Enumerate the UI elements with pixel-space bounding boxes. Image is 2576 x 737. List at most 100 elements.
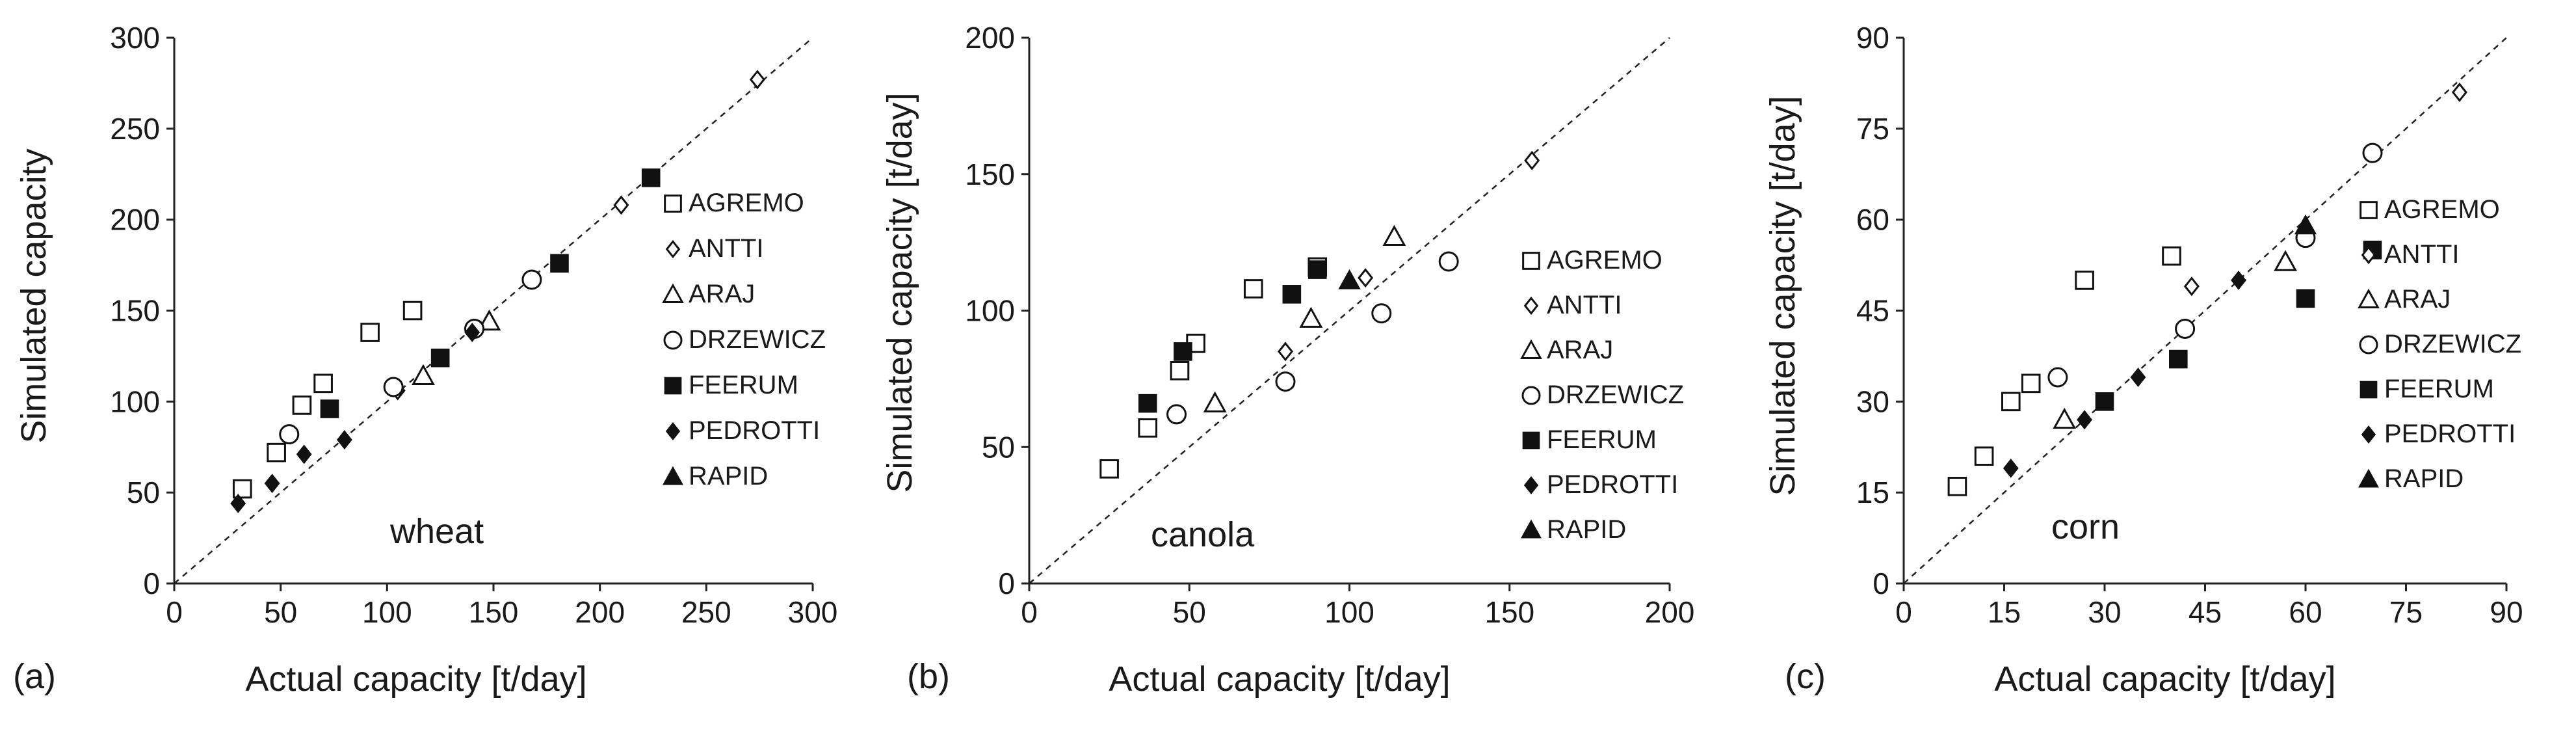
crop-label: canola [1151, 515, 1255, 554]
data-points [1947, 82, 2467, 496]
legend-marker-antti [2361, 245, 2376, 265]
data-point-agremo [1170, 360, 1190, 381]
x-tick-label: 50 [1173, 595, 1206, 629]
legend-label-drzewicz: DRZEWICZ [689, 325, 826, 354]
y-tick-label: 150 [965, 157, 1015, 191]
crop-label: corn [2051, 507, 2120, 546]
x-tick-label: 30 [2088, 595, 2121, 629]
data-points [1099, 150, 1540, 479]
legend-marker-drzewicz [663, 330, 683, 350]
legend-marker-rapid [1521, 519, 1542, 539]
legend-marker-drzewicz [2359, 335, 2378, 355]
data-point-antti [1277, 342, 1294, 362]
panel-corn: (c) Actual capacity [t/day] Simulated ca… [1763, 21, 2523, 699]
data-point-araj [2274, 250, 2298, 271]
reference-line-1to1 [1903, 37, 2507, 584]
legend-label-pedrotti: PEDROTTI [689, 416, 820, 445]
data-point-antti [2451, 82, 2467, 102]
crop-label: wheat [389, 512, 484, 551]
data-point-feerum [430, 348, 450, 368]
data-point-araj [477, 309, 501, 331]
x-axis-title: Actual capacity [t/day] [1109, 660, 1450, 699]
legend-marker-rapid [2358, 468, 2379, 488]
data-point-antti [1524, 150, 1540, 170]
data-point-agremo [232, 479, 252, 499]
data-point-araj [412, 364, 435, 385]
y-tick-label: 250 [110, 112, 160, 146]
y-tick-label: 100 [965, 294, 1015, 328]
data-point-feerum [1138, 394, 1157, 413]
x-tick-label: 0 [1021, 595, 1038, 629]
legend-label-agremo: AGREMO [1547, 246, 1663, 275]
data-point-agremo [2001, 392, 2021, 412]
data-point-feerum [550, 254, 569, 273]
legend-label-feerum: FEERUM [2384, 375, 2494, 403]
axes: 0 50 100 150 200 0 50 100 150 200 [965, 21, 1694, 629]
legend: AGREMO ANTTI ARAJ DRZEWICZ FEERUM PEDROTTI RAP… [2358, 195, 2521, 493]
legend-marker-agremo [2359, 201, 2378, 219]
y-tick-label: 75 [1856, 112, 1889, 146]
x-tick-label: 60 [2289, 595, 2322, 629]
legend-marker-agremo [1522, 252, 1540, 270]
x-tick-label: 45 [2188, 595, 2222, 629]
legend-label-rapid: RAPID [2384, 464, 2464, 493]
data-point-drzewicz [279, 424, 300, 445]
data-point-feerum [2095, 392, 2114, 411]
data-point-araj [1382, 224, 1406, 247]
data-point-agremo [2075, 271, 2094, 290]
legend-label-agremo: AGREMO [2384, 195, 2500, 224]
panel-wheat: (a) Actual capacity [t/day] Simulated ca… [13, 21, 837, 699]
data-point-pedrotti [2231, 270, 2246, 290]
data-point-feerum [320, 399, 339, 418]
y-tick-label: 50 [127, 476, 160, 509]
data-point-drzewicz [383, 377, 404, 397]
data-point-agremo [1243, 279, 1263, 299]
legend-label-feerum: FEERUM [689, 371, 798, 399]
y-tick-label: 150 [110, 294, 160, 328]
data-point-antti [1358, 268, 1374, 288]
legend-marker-feerum [664, 377, 682, 395]
x-tick-label: 150 [469, 595, 519, 629]
x-tick-label: 200 [1645, 595, 1695, 629]
x-tick-label: 0 [166, 595, 183, 629]
y-tick-label: 300 [110, 21, 160, 55]
legend-marker-rapid [663, 466, 683, 485]
x-tick-label: 100 [1324, 595, 1374, 629]
x-tick-label: 200 [575, 595, 625, 629]
data-point-drzewicz [1275, 371, 1296, 392]
y-axis-title: Simulated capacity [t/day] [880, 92, 919, 492]
legend-marker-agremo [664, 194, 682, 213]
y-tick-label: 0 [998, 567, 1015, 600]
data-point-agremo [1099, 459, 1119, 479]
legend-marker-araj [2358, 288, 2380, 308]
legend-label-antti: ANTTI [689, 234, 764, 263]
data-point-drzewicz [2175, 318, 2196, 339]
y-tick-label: 50 [982, 430, 1015, 464]
data-point-agremo [292, 395, 312, 415]
y-tick-label: 100 [110, 384, 160, 418]
data-point-drzewicz [1166, 404, 1187, 425]
x-tick-label: 250 [681, 595, 731, 629]
x-tick-label: 150 [1484, 595, 1534, 629]
legend-marker-pedrotti [665, 422, 681, 440]
axes: 0 15 30 45 60 75 90 0 15 30 45 60 75 90 [1856, 21, 2523, 629]
legend-marker-pedrotti [1523, 476, 1539, 494]
data-point-drzewicz [1371, 303, 1392, 324]
panel-label: (b) [907, 657, 950, 696]
x-tick-label: 50 [264, 595, 297, 629]
legend-label-araj: ARAJ [2384, 285, 2451, 314]
data-point-feerum [641, 168, 661, 187]
data-point-agremo [402, 301, 423, 321]
y-tick-label: 200 [110, 203, 160, 237]
axes: 0 50 100 150 200 250 300 0 50 100 150 200 250 300 [110, 21, 837, 629]
y-tick-label: 45 [1856, 294, 1889, 328]
data-point-agremo [2162, 246, 2181, 266]
data-point-antti [613, 195, 629, 215]
data-point-agremo [2021, 373, 2041, 394]
legend-marker-feerum [1522, 431, 1540, 449]
reference-line-1to1 [1029, 37, 1670, 584]
data-point-rapid [2294, 214, 2317, 235]
data-point-drzewicz [521, 269, 542, 290]
data-point-agremo [267, 442, 286, 462]
